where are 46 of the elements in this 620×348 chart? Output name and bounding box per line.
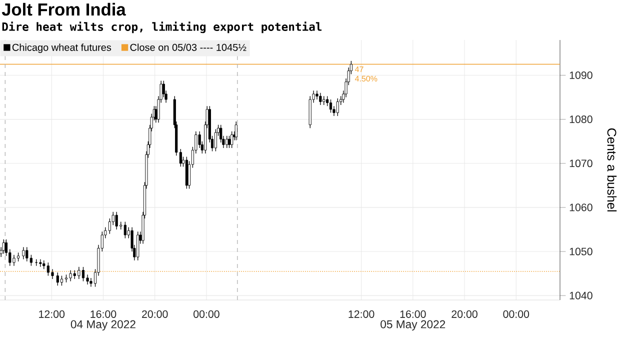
candlestick (22, 246, 25, 260)
candlestick (39, 258, 42, 268)
candlestick (108, 218, 111, 234)
y-tick-label: 1070 (570, 160, 592, 168)
x-tick-label: 20:00 (452, 310, 478, 318)
candlestick (26, 246, 28, 262)
text: 04 May 2022 (70, 320, 136, 331)
y-tick-label: 1090 (570, 71, 592, 80)
candlestick (2, 239, 5, 254)
candlestick (12, 254, 16, 266)
candlestick (86, 274, 89, 285)
candlestick (319, 92, 322, 106)
candlestick (51, 268, 54, 280)
x-tick-label: 00:00 (503, 310, 530, 318)
y-tick-label: 1080 (570, 116, 592, 124)
candlestick (136, 231, 140, 261)
candlestick (69, 270, 72, 282)
text: 05 May 2022 (380, 320, 446, 331)
x-tick-label: 16:00 (90, 310, 116, 318)
candlestick (56, 272, 59, 286)
chart-subtitle: Dire heat wilts crop, limiting export potential (2, 22, 322, 34)
y-tick-label: 1050 (570, 248, 592, 256)
x-tick-label: 12:00 (39, 310, 65, 318)
legend-label: Close on 05/03 ---- 1045½ (130, 44, 246, 51)
candlestick (329, 99, 332, 114)
y-axis-title: Cents a bushel (607, 128, 617, 212)
x-tick-label: 20:00 (142, 310, 168, 318)
candlestick (226, 136, 228, 148)
candlestick (124, 221, 126, 239)
x-tick-label: 16:00 (400, 310, 426, 318)
x-tick-label: 00:00 (194, 310, 220, 318)
y-tick-label: 1060 (570, 204, 592, 212)
annotation: 4.50% (354, 76, 378, 82)
candlestick (336, 98, 339, 116)
legend-label: Chicago wheat futures (12, 44, 112, 53)
annotation: 47 (354, 66, 364, 72)
candlestick (326, 96, 329, 106)
y-tick-label: 1040 (570, 292, 592, 300)
candlestick (30, 254, 32, 266)
candlestick (179, 148, 182, 168)
candlestick (228, 136, 231, 148)
candlestick (60, 275, 64, 286)
chart-title: Jolt From India (2, 2, 126, 16)
x-tick-label: 12:00 (348, 310, 374, 318)
candlestick (82, 266, 85, 282)
candlestick (214, 128, 218, 152)
